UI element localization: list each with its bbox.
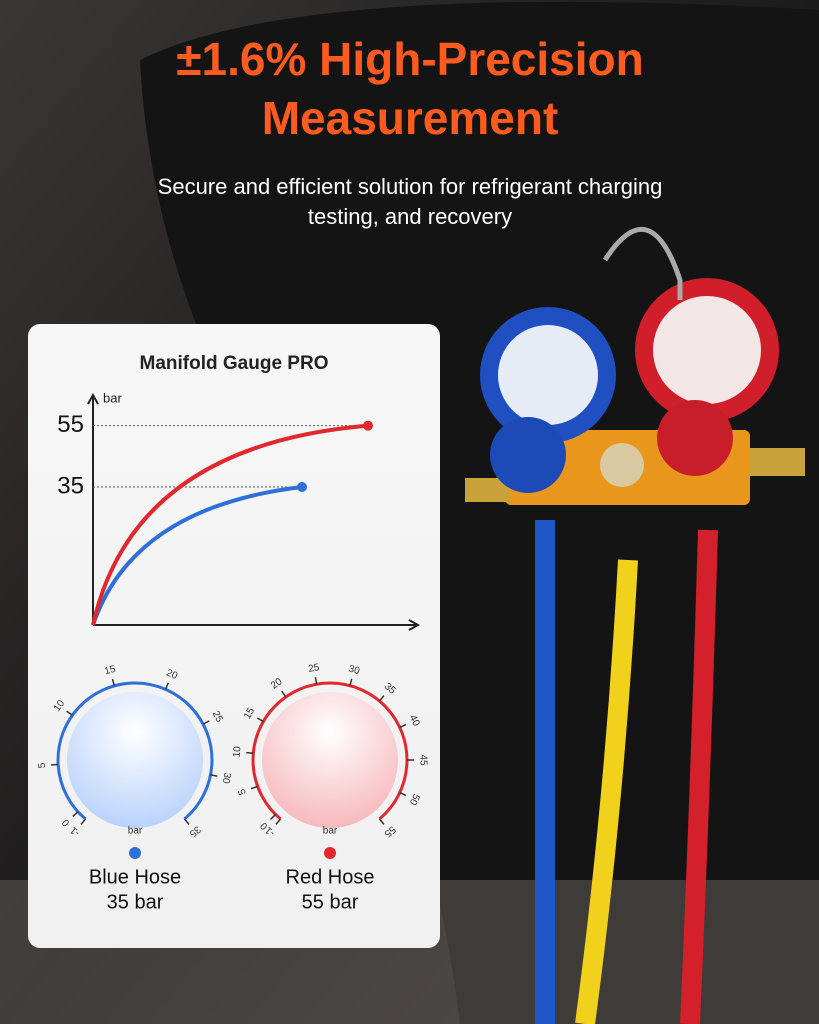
gauge-arc [251,681,409,821]
gauge-tick-label: 15 [242,706,257,722]
gauge-tick [275,818,282,825]
gauge-tick-label: 15 [103,664,117,678]
gauge-tick [349,678,353,686]
gauge-tick [246,751,254,755]
subtitle-line: testing, and recovery [308,204,512,229]
curve-end [297,482,307,492]
gauge-tick [80,818,87,825]
y-tick-label: 35 [57,472,84,499]
gauge-tick [66,710,73,716]
gauge-tick [281,690,287,698]
title-line: ±1.6% High-Precision [176,33,643,85]
gauge-tick [111,678,116,687]
gauge-unit: bar [128,826,143,837]
card-title: Manifold Gauge PRO [140,353,329,374]
gauge-tick [202,720,210,725]
x-axis [93,619,421,631]
gauge-tick-label: 25 [307,662,320,675]
gauge-tick [399,723,407,729]
gauge-tick [250,785,258,790]
gauge-tick-label: 30 [220,771,233,784]
legend-reading: 35 bar [107,891,164,913]
gauge-tick [378,818,385,825]
gauge-tick [314,677,318,685]
curve [91,485,303,626]
gauge-tick [164,682,169,690]
gauge-face [262,692,398,828]
title-line: Measurement [262,92,559,144]
subtitle-line: Secure and efficient solution for refrig… [158,174,663,199]
gauge-unit: bar [323,826,338,837]
gauge-tick [210,774,218,777]
y-axis [87,392,99,625]
gauge-tick-label: 10 [232,745,244,757]
gauge-tick [183,818,190,825]
gauge-tick-label: 50 [407,792,422,807]
gauge-tick-label: 25 [210,709,225,724]
gauge-tick [378,695,385,702]
y-axis-label: bar [103,390,122,405]
y-tick-label: 55 [57,411,84,438]
legend-name: Red Hose [286,866,375,888]
gauge-tick [270,813,277,820]
gauge-tick-label: 45 [417,754,428,766]
gauge-face [67,692,203,828]
gauge-tick-label: 30 [347,664,361,678]
gauge-tick-label: 5 [236,787,248,796]
gauge-tick-label: 0 [60,816,72,828]
header: ±1.6% High-Precision Measurement Secure … [158,33,663,229]
legend-dot [129,847,141,859]
gauge-tick [256,717,264,723]
legend-dot [324,847,336,859]
gauge-tick [72,811,79,818]
gauge-tick [399,791,407,797]
curve-end [363,420,373,431]
gauge-arc [56,681,214,821]
gauge-tick-label: 20 [164,667,179,682]
gauge-tick-label: 5 [37,762,48,769]
legend-reading: 55 bar [302,891,359,913]
gauge-tick-label: 40 [407,713,422,728]
curve [91,423,369,626]
legend-name: Blue Hose [89,866,181,888]
card [28,324,440,948]
